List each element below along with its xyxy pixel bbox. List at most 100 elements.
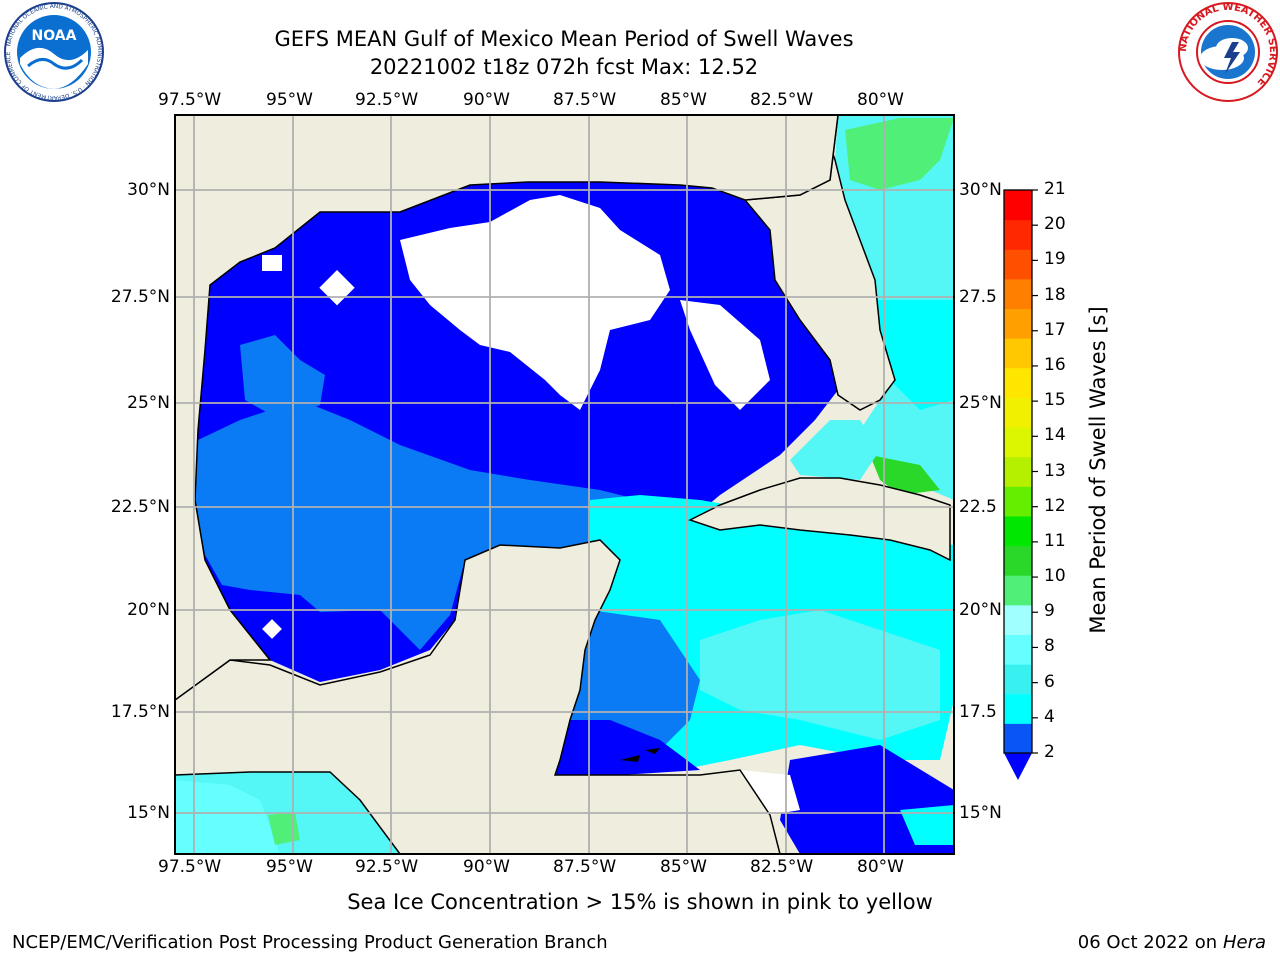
colorbar-underflow-triangle	[1004, 753, 1032, 780]
colorbar-tick-label: 11	[1044, 530, 1066, 551]
colorbar-tick-label: 15	[1044, 390, 1066, 411]
gulf-medium-swell-region	[195, 400, 640, 650]
graticule	[175, 115, 954, 854]
calm-patch	[262, 255, 282, 271]
lat-label: 15°N	[959, 803, 1002, 823]
sea-ice-note: Sea Ice Concentration > 15% is shown in …	[347, 890, 933, 914]
colorbar-segment	[1004, 427, 1032, 458]
atlantic-long-swell-region	[845, 118, 954, 190]
colorbar-tick-label: 13	[1044, 460, 1066, 481]
footer-date: 06 Oct 2022 on Hera	[1078, 932, 1266, 953]
colorbar-segment	[1004, 604, 1032, 635]
lat-label: 30°N	[959, 180, 1002, 200]
colorbar-segment	[1004, 219, 1032, 250]
lat-label: 25°N	[959, 393, 1002, 413]
colorbar-tick-label: 21	[1044, 179, 1066, 199]
colorbar-segment	[1004, 308, 1032, 339]
colorbar-segment	[1004, 693, 1032, 724]
colorbar-segment	[1004, 515, 1032, 547]
lon-label: 95°W	[266, 857, 313, 877]
calm-region-north-gulf	[400, 195, 670, 410]
lat-label: 20°N	[127, 600, 170, 620]
lat-label: 27.5	[959, 287, 997, 307]
lon-label: 82.5°W	[750, 90, 814, 110]
caribbean-longer-swell-region	[700, 610, 940, 740]
lon-label: 97.5°W	[158, 90, 222, 110]
map-frame	[174, 114, 955, 855]
lat-label: 17.5	[959, 702, 997, 722]
calm-region-east-gulf	[680, 300, 770, 410]
colorbar-segment	[1004, 486, 1032, 517]
lat-label: 15°N	[127, 803, 170, 823]
lat-label: 22.5	[959, 497, 997, 517]
lat-label: 20°N	[959, 600, 1002, 620]
footer-org: NCEP/EMC/Verification Post Processing Pr…	[12, 932, 608, 953]
lon-label: 97.5°W	[158, 857, 222, 877]
colorbar	[1003, 189, 1038, 780]
lon-label: 87.5°W	[553, 90, 617, 110]
colorbar-segment	[1004, 190, 1032, 221]
mexico-central-america-land	[175, 539, 781, 854]
map-subtitle: 20221002 t18z 072h fcst Max: 12.52	[369, 55, 759, 79]
lon-label: 82.5°W	[750, 857, 814, 877]
colorbar-segment	[1004, 278, 1032, 310]
colorbar-tick-label: 12	[1044, 495, 1066, 516]
calm-patch	[262, 619, 282, 639]
lat-label: 22.5°N	[110, 497, 170, 517]
colorbar-label: Mean Period of Swell Waves [s]	[1086, 306, 1110, 634]
colorbar-tick-label: 2	[1044, 742, 1055, 762]
colorbar-tick-label: 4	[1044, 706, 1055, 727]
lon-label: 90°W	[463, 90, 510, 110]
florida-straits-region	[790, 420, 880, 480]
lon-label: 92.5°W	[355, 90, 419, 110]
pacific-light-patch	[175, 780, 280, 854]
lon-label: 90°W	[463, 857, 510, 877]
lon-label: 85°W	[660, 857, 707, 877]
colorbar-tick-label: 18	[1044, 284, 1066, 305]
colorbar-segment	[1004, 249, 1032, 280]
colorbar-tick-label: 6	[1044, 671, 1055, 692]
lon-label: 95°W	[266, 90, 313, 110]
cuba-land	[688, 477, 951, 562]
colorbar-segment	[1004, 367, 1032, 398]
island	[620, 755, 640, 762]
lon-label: 85°W	[660, 90, 707, 110]
nws-logo: NATIONAL WEATHER SERVICE	[1178, 2, 1278, 102]
noaa-logo: NATIONAL OCEANIC AND ATMOSPHERIC ADMINIS…	[4, 2, 104, 102]
island	[645, 748, 660, 754]
atlantic-green-patch	[870, 455, 940, 495]
colorbar-tick-label: 17	[1044, 319, 1066, 340]
southeast-cyan-patch	[900, 805, 954, 845]
colorbar-segment	[1004, 664, 1032, 695]
caribbean-deep-region	[555, 720, 700, 775]
colorbar-segment	[1004, 338, 1032, 369]
colorbar-segment	[1004, 575, 1032, 606]
lon-label: 80°W	[857, 90, 904, 110]
florida-land	[743, 115, 896, 411]
colorbar-tick-marks	[1032, 189, 1038, 754]
colorbar-segment	[1004, 397, 1032, 428]
pacific-green-patch	[268, 812, 300, 845]
colorbar-segments	[1004, 190, 1032, 754]
lat-label: 27.5°N	[110, 287, 170, 307]
colorbar-tick-label: 20	[1044, 214, 1066, 235]
lat-label: 25°N	[127, 393, 170, 413]
lon-label: 80°W	[857, 857, 904, 877]
colorbar-tick-label: 19	[1044, 249, 1066, 270]
noaa-logo-text: NOAA	[32, 28, 77, 44]
colorbar-segment	[1004, 634, 1032, 665]
colorbar-segment	[1004, 723, 1032, 754]
map-title: GEFS MEAN Gulf of Mexico Mean Period of …	[274, 27, 854, 51]
lon-label: 87.5°W	[553, 857, 617, 877]
colorbar-tick-label: 16	[1044, 354, 1066, 375]
colorbar-tick-label: 10	[1044, 566, 1066, 587]
lat-label: 17.5°N	[110, 702, 170, 722]
lon-label: 92.5°W	[355, 857, 419, 877]
footer-host: Hera	[1222, 932, 1266, 953]
colorbar-segment	[1004, 456, 1032, 487]
colorbar-tick-label: 8	[1044, 636, 1055, 657]
colorbar-tick-label: 14	[1044, 425, 1066, 446]
colorbar-tick-label: 9	[1044, 601, 1055, 622]
north-america-land	[175, 115, 839, 701]
